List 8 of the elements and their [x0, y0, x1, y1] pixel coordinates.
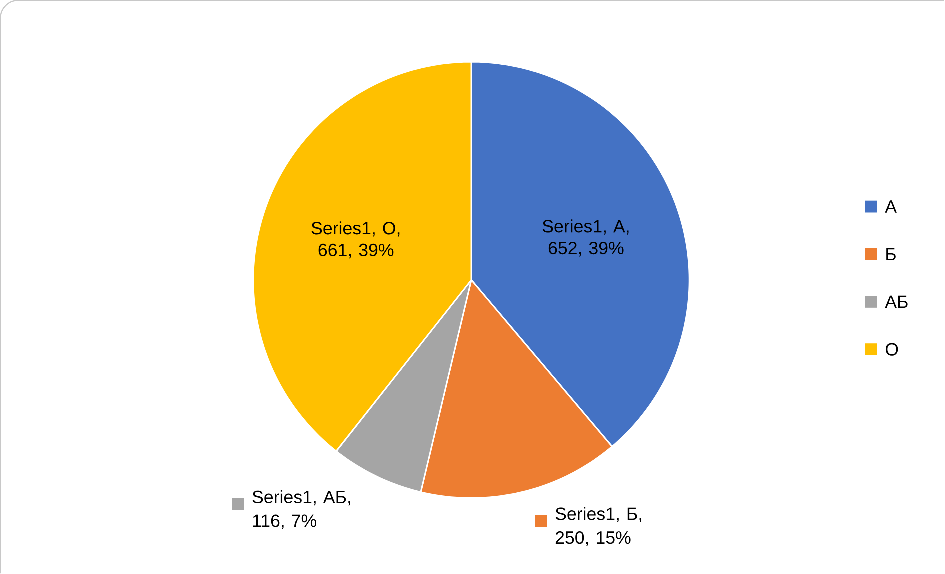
data-label: Series1, А, 652, 39%	[542, 220, 629, 257]
legend-label: О	[886, 343, 898, 356]
legend-label: Б	[886, 248, 896, 260]
legend-label: А	[885, 200, 897, 213]
data-label: Series1, О, 661, 39%	[312, 222, 400, 259]
data-label: Series1, Б, 250, 15%	[556, 507, 642, 546]
legend-label: АБ	[885, 296, 908, 308]
data-label: Series1, АБ, 116, 7%	[252, 490, 350, 530]
